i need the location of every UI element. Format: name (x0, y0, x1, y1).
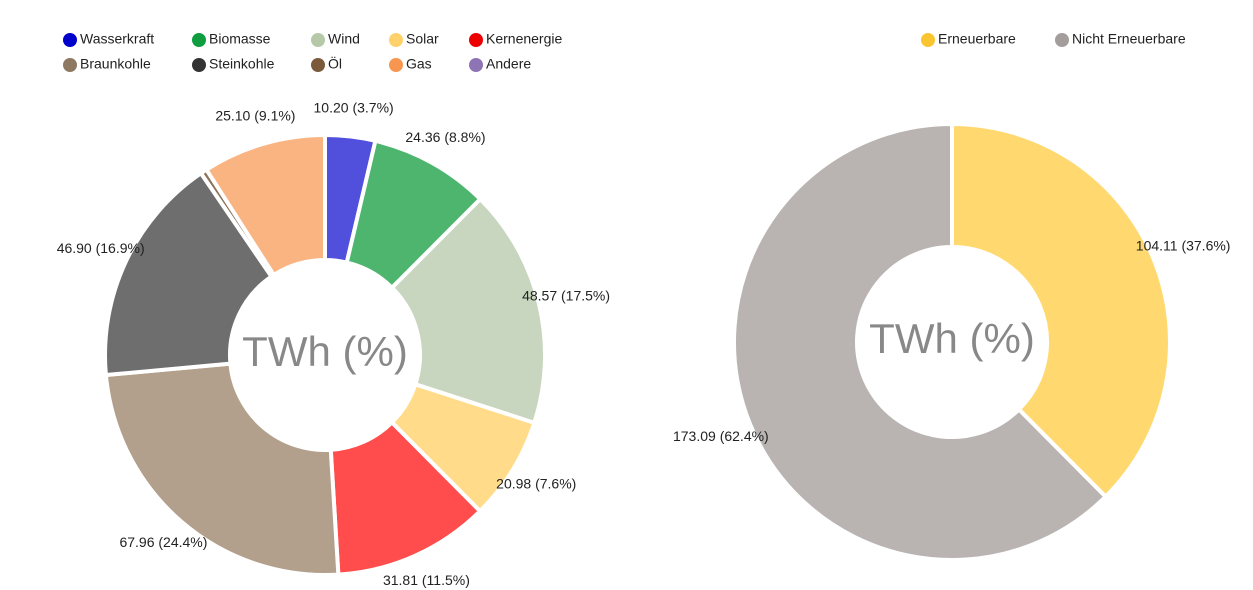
legend-label: Kernenergie (486, 31, 562, 47)
value-label: 46.90 (16.9%) (57, 240, 145, 256)
legend-label: Wind (328, 31, 360, 47)
legend-label: Steinkohle (209, 56, 275, 72)
value-label: 48.57 (17.5%) (522, 287, 610, 303)
legend-label: Andere (486, 56, 531, 72)
legend-label: Braunkohle (80, 56, 151, 72)
value-label: 104.11 (37.6%) (1136, 237, 1231, 253)
value-label: 20.98 (7.6%) (496, 476, 576, 492)
legend-marker (469, 33, 483, 47)
center-label: TWh (%) (869, 315, 1035, 362)
legend-label: Biomasse (209, 31, 271, 47)
value-label: 31.81 (11.5%) (383, 572, 470, 588)
value-label: 67.96 (24.4%) (119, 534, 207, 550)
legend-marker (1055, 33, 1069, 47)
value-label: 25.10 (9.1%) (215, 108, 295, 124)
legend-label: Gas (406, 56, 432, 72)
slice (103, 361, 341, 577)
legend-marker (389, 58, 403, 72)
legend-marker (311, 33, 325, 47)
slice (103, 171, 274, 378)
slice (732, 122, 1108, 562)
legend-marker (63, 58, 77, 72)
legend-marker (192, 58, 206, 72)
legend-label: Wasserkraft (80, 31, 154, 47)
legend-marker (192, 33, 206, 47)
center-label: TWh (%) (242, 328, 408, 375)
legend-marker (469, 58, 483, 72)
legend-marker (921, 33, 935, 47)
slice (950, 122, 1172, 499)
value-label: 173.09 (62.4%) (673, 428, 769, 444)
value-label: 24.36 (8.8%) (405, 129, 485, 145)
slice (390, 197, 547, 425)
legend-label: Nicht Erneuerbare (1072, 31, 1186, 47)
legend-marker (311, 58, 325, 72)
value-label: 10.20 (3.7%) (314, 99, 394, 115)
legend-marker (63, 33, 77, 47)
legend-label: Solar (406, 31, 439, 47)
legend-label: Öl (328, 55, 342, 72)
legend-marker (389, 33, 403, 47)
legend-label: Erneuerbare (938, 31, 1016, 47)
